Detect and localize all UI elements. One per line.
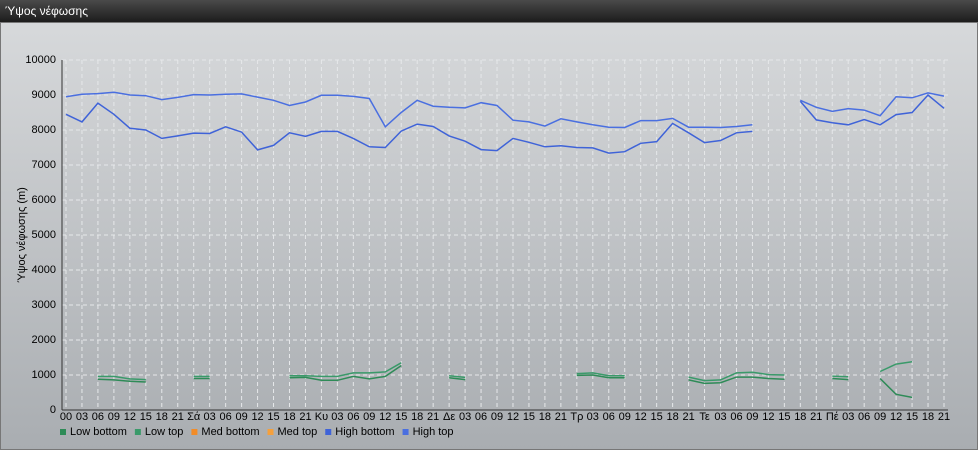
x-tick-label: 03 [204,411,216,423]
y-axis-label: Ύψος νέφωσης (m) [16,187,28,283]
x-tick-label: 06 [603,411,615,423]
x-tick-label: 21 [172,411,184,423]
x-tick-label: 06 [858,411,870,423]
x-tick-label: 09 [235,411,247,423]
y-tick-label: 1000 [32,369,56,381]
legend-swatch [402,429,409,435]
x-tick-label: 15 [906,411,918,423]
legend-label: High top [413,426,454,438]
y-tick-label: 3000 [32,299,56,311]
x-tick-label: 03 [459,411,471,423]
series-line [97,364,913,399]
legend-label: High bottom [335,426,394,438]
series-line [65,91,945,129]
x-tick-label: 12 [379,411,391,423]
x-tick-label: 21 [810,411,822,423]
x-tick-label: 21 [299,411,311,423]
x-tick-label: 12 [635,411,647,423]
legend-label: Low top [145,426,184,438]
x-tick-label: 15 [267,411,279,423]
legend-swatch [267,429,274,435]
x-tick-label: 15 [140,411,152,423]
y-tick-label: 4000 [32,264,56,276]
x-tick-label: 18 [539,411,551,423]
x-tick-label: 12 [762,411,774,423]
series-line [65,93,945,154]
x-tick-label: 18 [922,411,934,423]
x-tick-label: 21 [682,411,694,423]
y-tick-label: 8000 [32,124,56,136]
x-tick-label: 03 [714,411,726,423]
legend-swatch [60,429,66,435]
x-tick-label: 12 [124,411,136,423]
legend-label: Low bottom [70,426,127,438]
series-line [97,360,913,382]
x-tick-label: 09 [363,411,375,423]
x-tick-label: 12 [251,411,263,423]
legend-swatch [134,429,141,435]
x-tick-label: 03 [587,411,599,423]
x-tick-label: 18 [156,411,168,423]
x-tick-label: 06 [347,411,359,423]
x-tick-label: 12 [890,411,902,423]
x-tick-label: Δε [443,411,455,423]
legend-label: Med bottom [201,426,259,438]
x-tick-label: 00 [60,411,72,423]
x-tick-label: 18 [283,411,295,423]
x-tick-label: 21 [555,411,567,423]
x-tick-label: 18 [666,411,678,423]
y-tick-label: 0 [50,404,56,416]
x-tick-label: 09 [108,411,120,423]
legend-label: Med top [278,426,318,438]
y-tick-label: 7000 [32,159,56,171]
x-tick-label: 03 [76,411,88,423]
x-tick-label: 09 [491,411,503,423]
x-tick-label: 06 [475,411,487,423]
x-tick-label: 06 [730,411,742,423]
x-tick-label: Τρ [570,411,583,423]
x-tick-label: 12 [507,411,519,423]
y-tick-label: 5000 [32,229,56,241]
x-tick-label: 15 [651,411,663,423]
legend-swatch [325,429,332,435]
x-tick-label: Τε [699,411,710,423]
x-tick-label: 15 [395,411,407,423]
x-tick-label: 06 [220,411,232,423]
y-tick-label: 9000 [32,89,56,101]
x-tick-label: 03 [331,411,343,423]
x-tick-label: 09 [619,411,631,423]
x-tick-label: Σά [187,411,201,423]
x-tick-label: 18 [411,411,423,423]
panel-title: Ύψος νέφωσης [5,4,88,18]
x-tick-label: 15 [523,411,535,423]
x-tick-label: 03 [842,411,854,423]
x-tick-label: Πέ [826,411,839,423]
title-bar [0,0,978,22]
x-tick-label: 09 [746,411,758,423]
x-tick-label: 21 [938,411,950,423]
x-tick-label: 06 [92,411,104,423]
x-tick-label: 15 [778,411,790,423]
y-tick-label: 6000 [32,194,56,206]
x-tick-label: 21 [427,411,439,423]
x-tick-label: Κυ [315,411,328,423]
y-tick-label: 10000 [25,54,56,66]
x-tick-label: 18 [794,411,806,423]
y-tick-label: 2000 [32,334,56,346]
x-tick-label: 09 [874,411,886,423]
legend-swatch [191,429,198,435]
